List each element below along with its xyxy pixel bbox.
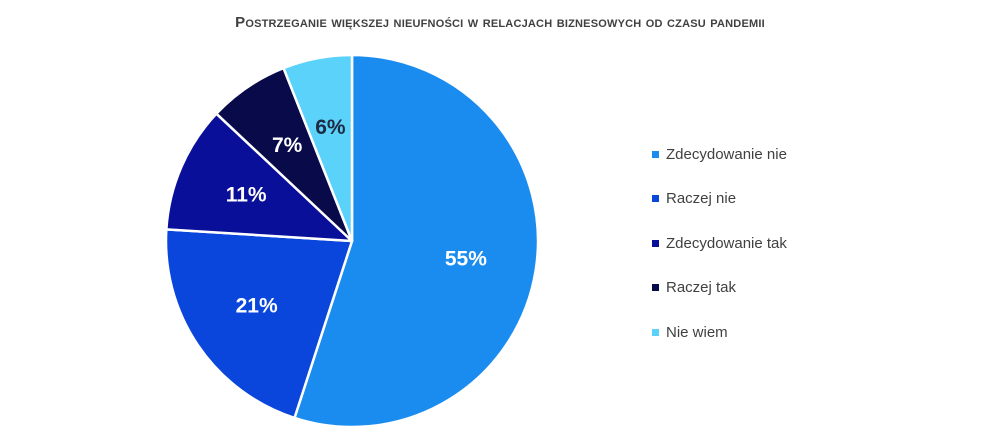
legend-swatch <box>652 328 659 336</box>
chart-title: Postrzeganie większej nieufności w relac… <box>235 14 765 31</box>
pie-slice <box>165 112 354 243</box>
legend-swatch <box>652 195 659 203</box>
slice-data-label: 6% <box>315 116 346 139</box>
legend-label: Zdecydowanie nie <box>666 145 787 163</box>
pie-slices <box>164 53 540 429</box>
slice-data-label: 21% <box>236 294 278 317</box>
legend-item: Zdecydowanie nie <box>652 132 787 177</box>
pie-data-labels: 55% 21% 11% 7% 6% <box>226 116 488 317</box>
legend-swatch <box>652 284 659 292</box>
legend-item: Nie wiem <box>652 310 787 355</box>
slice-data-label: 55% <box>445 248 487 271</box>
legend-label: Nie wiem <box>666 323 728 341</box>
legend-label: Raczej tak <box>666 279 737 297</box>
legend-item: Raczej nie <box>652 177 787 222</box>
slice-data-label: 11% <box>226 184 267 207</box>
legend-swatch <box>652 239 659 247</box>
legend: Zdecydowanie nie Raczej nie Zdecydowanie t… <box>652 132 787 355</box>
pie-slice <box>293 53 540 429</box>
legend-item: Zdecydowanie tak <box>652 221 787 266</box>
pie-slice <box>282 53 354 243</box>
legend-label: Raczej nie <box>666 190 737 208</box>
slice-data-label: 7% <box>272 134 303 157</box>
legend-item: Raczej tak <box>652 266 787 311</box>
legend-swatch <box>652 150 659 158</box>
legend-label: Zdecydowanie tak <box>666 234 787 252</box>
pie-slice <box>164 228 354 420</box>
